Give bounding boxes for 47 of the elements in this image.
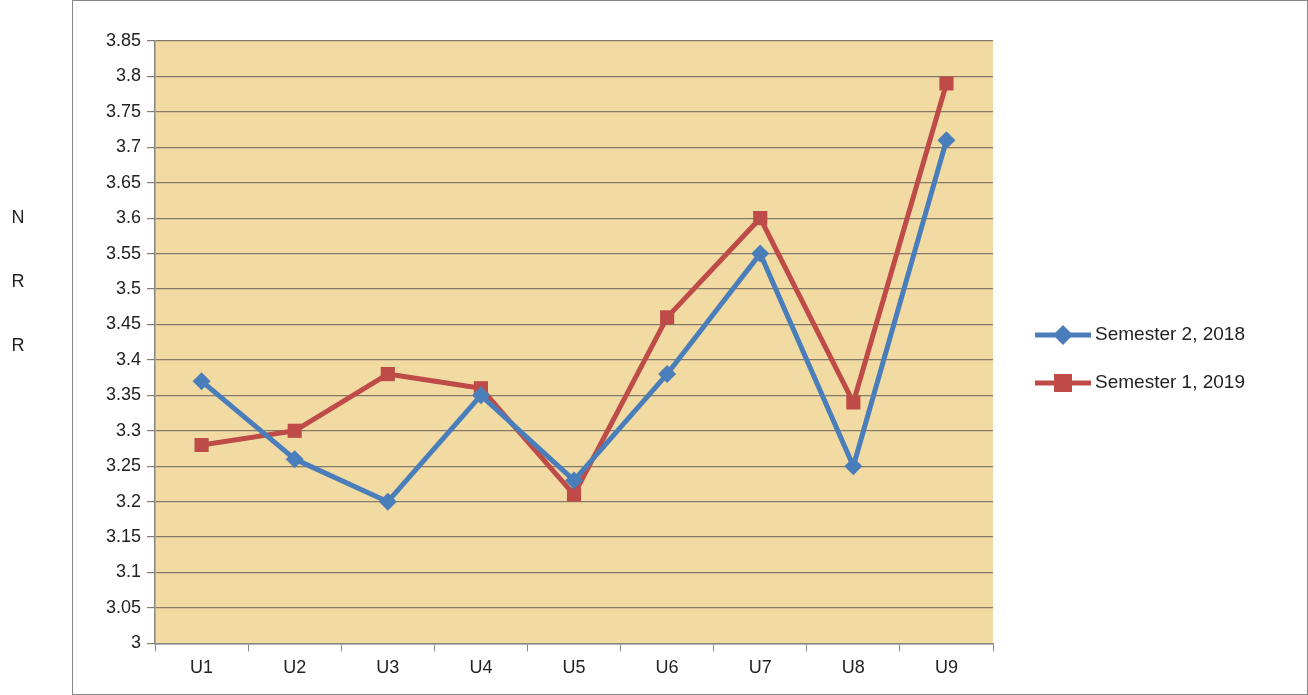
point [471, 386, 490, 405]
x-tick-label: U4 [469, 657, 493, 678]
y-tick-label: 3.6 [116, 207, 142, 228]
y-tick-label: 3.45 [105, 313, 142, 334]
text: NRR [11, 207, 25, 356]
y-tick-label: 3.25 [105, 455, 142, 476]
x-tick-label: U1 [190, 657, 214, 678]
y-tick-label: 3.05 [105, 596, 142, 617]
point [658, 365, 677, 384]
point [285, 450, 304, 469]
point [753, 211, 768, 226]
y-tick-label: 3.35 [105, 384, 142, 405]
point [378, 492, 397, 511]
y-tick-label: 3.75 [105, 100, 142, 121]
point [565, 471, 584, 490]
y-tick-label: 3.7 [116, 136, 142, 157]
y-tick-label: 3.4 [116, 348, 142, 369]
point [660, 310, 675, 325]
point [844, 457, 863, 476]
y-tick-label: 3.5 [116, 278, 142, 299]
point [287, 423, 302, 438]
point [192, 372, 211, 391]
y-tick-label: 3.65 [105, 171, 142, 192]
point [751, 244, 770, 263]
x-tick-label: U7 [748, 657, 772, 678]
y-tick-label: 3.55 [105, 242, 142, 263]
y-tick-label: 3.85 [105, 29, 142, 50]
y-tick-label: 3 [131, 632, 142, 653]
legend-label: Semester 2, 2018 [1095, 323, 1245, 345]
point [937, 131, 956, 150]
y-tick-label: 3.1 [116, 561, 142, 582]
legend-label: Semester 1, 2019 [1095, 371, 1245, 393]
point [846, 395, 861, 410]
point [194, 437, 209, 453]
x-tick-label: U5 [562, 657, 586, 678]
point [566, 487, 582, 502]
x-tick-label: U9 [934, 657, 958, 678]
x-tick-label: U3 [376, 657, 400, 678]
point [380, 367, 395, 382]
x-tick-label: U6 [655, 657, 679, 678]
y-tick-label: 3.8 [116, 65, 142, 86]
point [939, 76, 954, 91]
y-tick-label: 3.15 [105, 526, 142, 547]
y-tick-label: 3.3 [116, 419, 142, 440]
x-tick-label: U8 [841, 657, 865, 678]
y-tick-label: 3.2 [116, 490, 142, 511]
x-tick-label: U2 [283, 657, 307, 678]
